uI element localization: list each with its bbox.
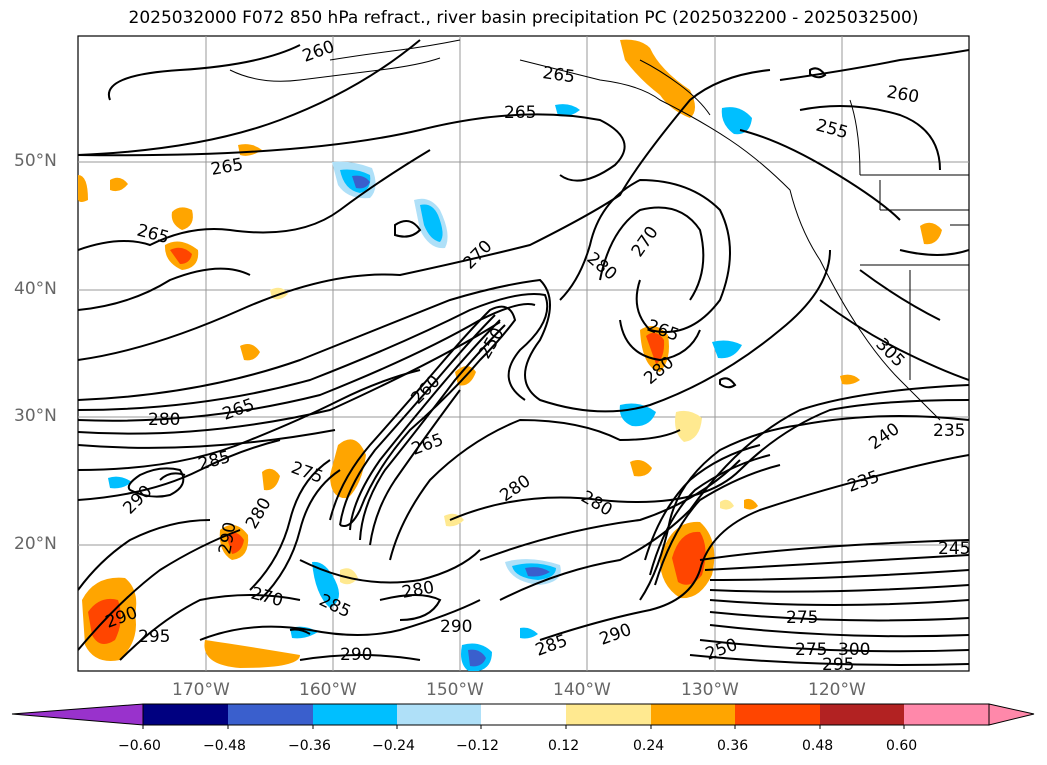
contour-label: 295 [822, 655, 854, 675]
lon-label: 170°W [172, 680, 230, 700]
map-title: 2025032000 F072 850 hPa refract., river … [128, 8, 919, 28]
colorbar-swatch [397, 704, 481, 725]
colorbar-tick-label: 0.36 [717, 738, 749, 754]
contour-label: 275 [786, 608, 818, 628]
lon-label: 150°W [426, 680, 484, 700]
colorbar-tick-label: −0.12 [456, 738, 499, 754]
contour-label: 275 [795, 640, 827, 660]
contour-label: 235 [933, 421, 965, 441]
contour-label: 300 [838, 640, 870, 660]
colorbar-tick-label: 0.24 [633, 738, 665, 754]
colorbar-swatch [651, 704, 735, 725]
colorbar-swatch [735, 704, 820, 725]
colorbar-tick-label: −0.24 [372, 738, 415, 754]
lon-label: 160°W [299, 680, 357, 700]
colorbar-tick-label: −0.48 [203, 738, 246, 754]
contour-label: 265 [504, 103, 536, 123]
contour-label: 265 [541, 63, 576, 87]
colorbar-tick-label: 0.48 [802, 738, 834, 754]
contour-label: 280 [148, 410, 180, 430]
contour-label: 290 [340, 645, 372, 665]
colorbar-tick-label: −0.60 [118, 738, 161, 754]
colorbar-swatch [228, 704, 313, 725]
colorbar-swatch [820, 704, 904, 725]
lat-label: 20°N [14, 534, 57, 554]
lat-label: 30°N [14, 406, 57, 426]
colorbar [11, 703, 1035, 729]
lat-label: 40°N [14, 279, 57, 299]
lon-label: 140°W [553, 680, 611, 700]
lat-label: 50°N [14, 151, 57, 171]
colorbar-swatch [143, 704, 228, 725]
colorbar-swatch [904, 704, 989, 725]
contour-label: 295 [138, 627, 170, 647]
coastlines [229, 39, 969, 421]
colorbar-swatch [566, 704, 651, 725]
colorbar-extend-max [988, 703, 1035, 726]
colorbar-swatch [481, 704, 566, 725]
contour-label: 290 [440, 617, 472, 637]
colorbar-tick-label: 0.12 [548, 738, 580, 754]
refractivity-contours [78, 39, 969, 666]
lon-label: 130°W [681, 680, 739, 700]
colorbar-extend-min [11, 703, 144, 726]
colorbar-tick-label: 0.60 [886, 738, 918, 754]
colorbar-tick-label: −0.36 [288, 738, 331, 754]
lon-label: 120°W [808, 680, 866, 700]
colorbar-swatch [313, 704, 397, 725]
precip-shading [78, 39, 942, 671]
contour-label: 245 [938, 539, 970, 559]
